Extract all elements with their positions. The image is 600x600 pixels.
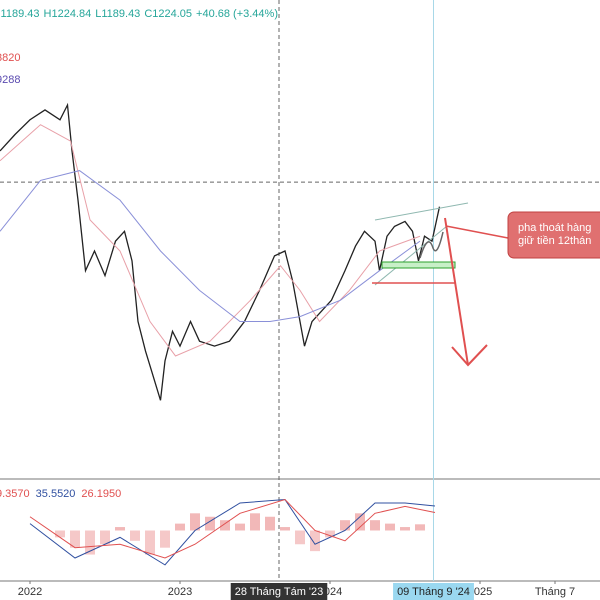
histogram-bar [160, 530, 170, 548]
histogram-bar [340, 520, 350, 531]
ohlc-value: H1224.84 [44, 8, 92, 20]
histogram-bar [385, 523, 395, 531]
arrow-head [451, 344, 488, 367]
histogram-bar [235, 523, 245, 531]
crosshair-label: 28 Tháng Tám '23 [235, 586, 324, 598]
histogram-bar [175, 523, 185, 531]
macd-value: 35.5520 [36, 488, 76, 500]
wedge-top [374, 202, 469, 221]
histogram-bar [115, 527, 125, 531]
wedge-bottom [374, 225, 448, 286]
histogram-bar [325, 530, 335, 538]
series-line [29, 498, 436, 559]
ohlc-value: L1189.43 [95, 8, 140, 20]
ohlc-value: C1224.05 [144, 8, 192, 20]
histogram-bar [250, 513, 260, 531]
histogram-bar [100, 530, 110, 545]
x-tick-label: Tháng 7 [535, 586, 575, 598]
series-line [0, 102, 441, 401]
histogram-bar [130, 530, 140, 541]
cursor-label: 09 Tháng 9 '24 [397, 586, 470, 598]
crosshair-label-box [230, 583, 328, 600]
histogram-bar [355, 513, 365, 531]
callout-box [507, 211, 600, 259]
cursor-label-box [393, 583, 474, 600]
histogram-bar [310, 530, 320, 552]
histogram-bar [370, 520, 380, 531]
indicator-value: 9288 [0, 74, 20, 86]
histogram-bar [190, 513, 200, 531]
x-tick-label: 2022 [18, 586, 42, 598]
histogram-bar [400, 527, 410, 531]
histogram-bar [415, 524, 425, 531]
down-arrow [444, 217, 469, 366]
histogram-bar [265, 516, 275, 531]
histogram-bar [85, 530, 95, 555]
histogram-bar [145, 530, 155, 555]
callout-line [445, 225, 509, 239]
support-zone [381, 261, 456, 269]
macd-value: 9.3570 [0, 488, 30, 500]
series-line [0, 170, 421, 323]
ohlc-value: O1189.43 [0, 8, 40, 20]
macd-value: 26.1950 [81, 488, 121, 500]
histogram-bar [295, 530, 305, 545]
drawings [372, 202, 600, 367]
histogram-bar [220, 520, 230, 531]
series-line [29, 499, 436, 566]
histogram-bar [280, 527, 290, 531]
projection-curve [419, 231, 444, 259]
callout-text: pha thoát hàng [518, 222, 591, 234]
histogram-bar [70, 530, 80, 548]
histogram-bar [205, 516, 215, 531]
histogram-bar [55, 530, 65, 538]
x-tick-label: 2023 [168, 586, 192, 598]
indicator-value: 3820 [0, 52, 20, 64]
ohlc-value: +40.68 (+3.44%) [196, 8, 278, 20]
callout-text: giữ tiền 12thán [518, 235, 591, 247]
